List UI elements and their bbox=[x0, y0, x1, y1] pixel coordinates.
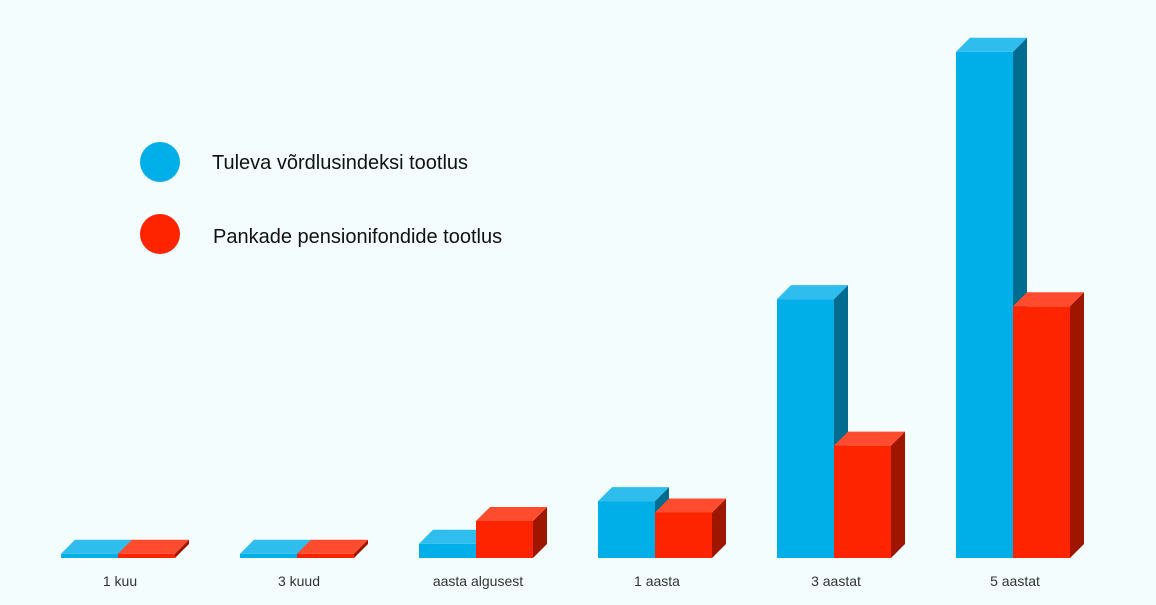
bar-top bbox=[777, 285, 848, 300]
bar-pankade-5 bbox=[1013, 292, 1084, 558]
x-axis-ticks: 1 kuu 3 kuud aasta algusest 1 aasta 3 aastat… bbox=[103, 573, 1040, 589]
bar-front bbox=[118, 553, 175, 558]
bar-pankade-1 bbox=[297, 539, 368, 558]
bar-top bbox=[240, 539, 311, 554]
bar-top bbox=[956, 37, 1027, 52]
x-tick-label: 3 kuud bbox=[278, 573, 320, 589]
bar-side bbox=[175, 539, 189, 558]
bar-front bbox=[297, 553, 354, 558]
legend-swatch-blue bbox=[140, 142, 180, 182]
bar-front bbox=[655, 512, 712, 558]
bars-layer bbox=[61, 37, 1084, 558]
legend-label-pankade: Pankade pensionifondide tootlus bbox=[213, 226, 502, 248]
bar-pankade-3 bbox=[655, 498, 726, 558]
bar-top bbox=[598, 487, 669, 502]
bar-top bbox=[655, 498, 726, 513]
bar-front bbox=[419, 543, 476, 558]
bar-side bbox=[712, 498, 726, 558]
bar-top bbox=[61, 539, 132, 554]
bar-top bbox=[297, 539, 368, 554]
bar-top bbox=[476, 507, 547, 522]
bar-front bbox=[61, 553, 118, 558]
bar-pankade-0 bbox=[118, 539, 189, 558]
legend-swatch-red bbox=[140, 214, 180, 254]
bar-top bbox=[1013, 292, 1084, 307]
bar-top bbox=[118, 539, 189, 554]
x-tick-label: 3 aastat bbox=[811, 573, 861, 589]
x-tick-label: aasta algusest bbox=[433, 573, 523, 589]
bar-front bbox=[1013, 306, 1070, 558]
bar-front bbox=[598, 501, 655, 558]
bar-side bbox=[533, 507, 547, 558]
x-tick-label: 1 kuu bbox=[103, 573, 137, 589]
bar-front bbox=[476, 521, 533, 558]
bar-front bbox=[777, 299, 834, 558]
bar-side bbox=[1070, 292, 1084, 558]
x-tick-label: 5 aastat bbox=[990, 573, 1040, 589]
bar-side bbox=[891, 431, 905, 558]
legend: Tuleva võrdlusindeksi tootlus Pankade pe… bbox=[140, 142, 502, 254]
bar-front bbox=[240, 553, 297, 558]
bar-front bbox=[956, 51, 1013, 558]
bar-front bbox=[834, 445, 891, 558]
bar-pankade-4 bbox=[834, 431, 905, 558]
x-tick-label: 1 aasta bbox=[634, 573, 680, 589]
bar-top bbox=[419, 529, 490, 544]
legend-label-tuleva: Tuleva võrdlusindeksi tootlus bbox=[212, 152, 468, 174]
bar-side bbox=[354, 539, 368, 558]
bar-top bbox=[834, 431, 905, 446]
bar-pankade-2 bbox=[476, 507, 547, 558]
